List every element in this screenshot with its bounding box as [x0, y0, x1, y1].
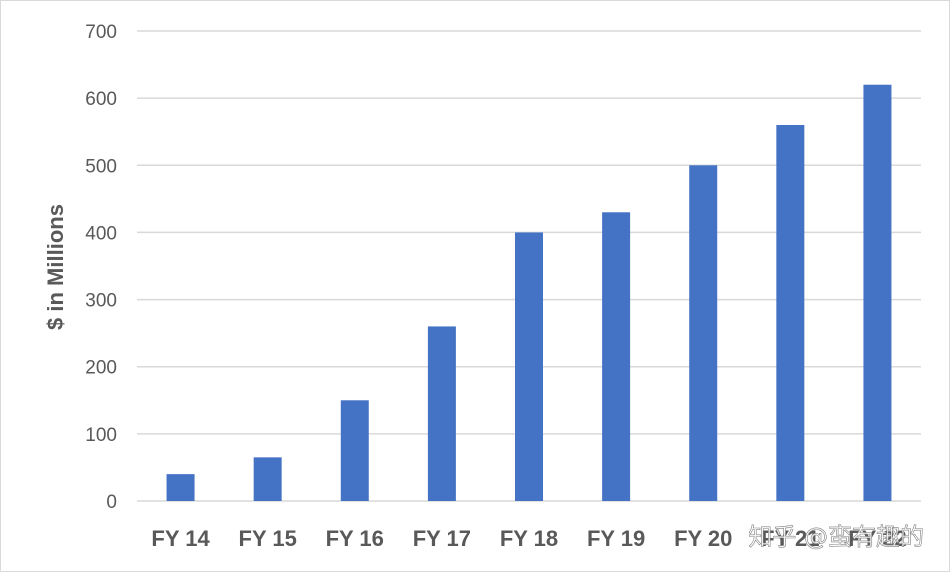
- x-tick-label: FY 17: [413, 526, 471, 551]
- bar-fy-22: [863, 84, 892, 501]
- y-tick-label: 200: [85, 358, 117, 379]
- bar-fy-14: [166, 474, 195, 501]
- y-axis-label: $ in Millions: [43, 204, 68, 330]
- bar-fy-21: [776, 125, 805, 501]
- bar-fy-17: [427, 326, 456, 501]
- bar-fy-18: [515, 232, 543, 501]
- y-tick-label: 0: [106, 492, 117, 513]
- x-tick-label: FY 20: [674, 526, 732, 551]
- x-tick-label: FY 14: [151, 526, 210, 551]
- y-tick-label: 300: [85, 291, 117, 312]
- y-axis-ticks: 0 100 200 300 400 500 600 700: [85, 22, 117, 513]
- bar-fy-16: [340, 400, 369, 501]
- y-tick-label: 500: [85, 156, 117, 177]
- y-tick-label: 400: [85, 223, 117, 244]
- bar-fy-20: [689, 165, 718, 502]
- x-tick-label: FY 18: [500, 526, 558, 551]
- y-tick-label: 700: [85, 22, 117, 43]
- bar-fy-15: [253, 457, 282, 501]
- y-tick-label: 100: [85, 425, 117, 446]
- x-tick-label: FY 21: [761, 526, 819, 551]
- x-tick-label: FY 16: [326, 526, 384, 551]
- bars: [166, 84, 892, 502]
- x-tick-label: FY 19: [587, 526, 645, 551]
- x-tick-label: FY 15: [239, 526, 297, 551]
- watermark-text: 知乎 @蛮有趣的: [748, 523, 924, 551]
- x-axis-ticks: FY 14 FY 15 FY 16 FY 17 FY 18 FY 19 FY 20 FY 21…: [151, 526, 906, 551]
- x-tick-label: FY 22: [848, 526, 906, 551]
- y-tick-label: 600: [85, 89, 117, 110]
- bar-fy-19: [602, 212, 631, 502]
